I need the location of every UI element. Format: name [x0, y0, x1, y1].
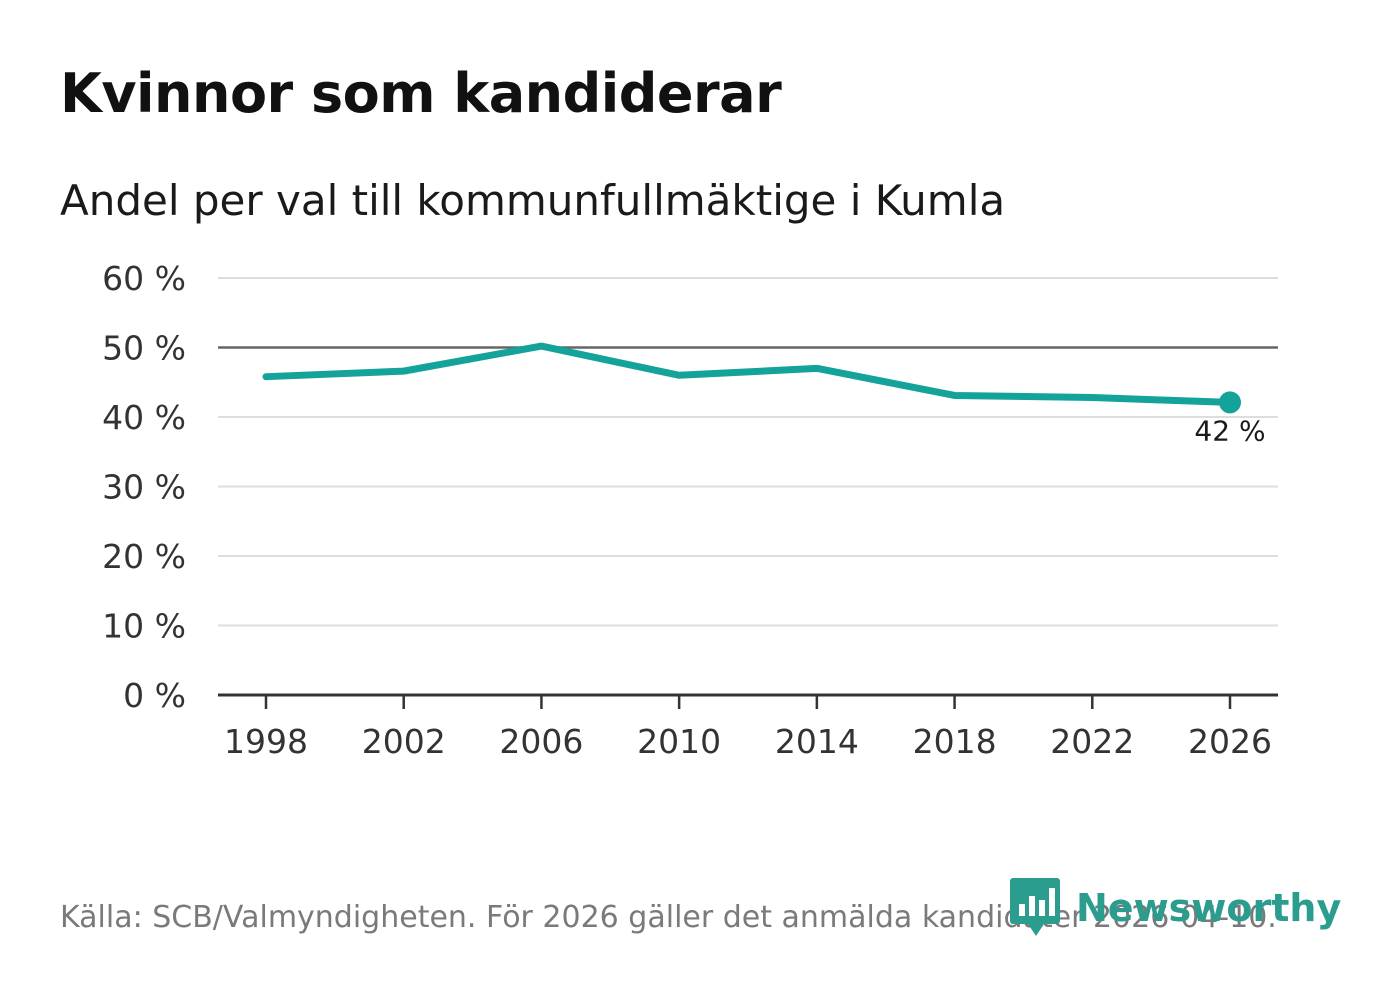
data-point-2002: [400, 368, 407, 375]
y-tick-label-0: 0 %: [123, 676, 186, 715]
y-tick-label-20: 20 %: [102, 537, 186, 576]
data-point-2022: [1089, 394, 1096, 401]
end-value-label: 42 %: [1194, 414, 1265, 447]
series: [262, 342, 1241, 414]
x-tick-label-1998: 1998: [224, 722, 308, 761]
data-labels: 42 %: [1194, 414, 1265, 447]
x-tick-label-2006: 2006: [499, 722, 583, 761]
data-point-2026: [1219, 391, 1241, 414]
y-axis-tick-labels: 0 % 10 % 20 % 30 % 40 % 50 % 60 %: [102, 259, 186, 715]
x-tick-label-2010: 2010: [637, 722, 721, 761]
source-note: Källa: SCB/Valmyndigheten. För 2026 gäll…: [60, 900, 1277, 935]
y-tick-label-10: 10 %: [102, 607, 186, 646]
y-tick-label-50: 50 %: [102, 329, 186, 368]
y-tick-label-30: 30 %: [102, 468, 186, 507]
x-tick-label-2018: 2018: [913, 722, 997, 761]
data-point-2006: [538, 343, 545, 350]
y-tick-label-60: 60 %: [102, 259, 186, 298]
x-tick-label-2002: 2002: [362, 722, 446, 761]
chart-subtitle: Andel per val till kommunfullmäktige i K…: [60, 176, 1006, 225]
chart-title: Kvinnor som kandiderar: [60, 62, 782, 125]
newsworthy-logo: Newsworthy: [1010, 878, 1341, 938]
data-point-2010: [676, 372, 683, 379]
data-point-1998: [263, 373, 270, 380]
x-tick-label-2022: 2022: [1050, 722, 1134, 761]
y-tick-label-40: 40 %: [102, 398, 186, 437]
x-axis: 1998 2002 2006 2010 2014 2018 2022 2026: [218, 693, 1278, 761]
brand-name: Newsworthy: [1076, 886, 1342, 930]
newsworthy-logo-icon: [1010, 878, 1060, 936]
gridlines: [218, 277, 1278, 627]
x-tick-label-2026: 2026: [1188, 722, 1272, 761]
series-line-0: [262, 342, 1234, 406]
data-point-2014: [813, 365, 820, 372]
data-point-2018: [951, 392, 958, 399]
x-tick-label-2014: 2014: [775, 722, 859, 761]
